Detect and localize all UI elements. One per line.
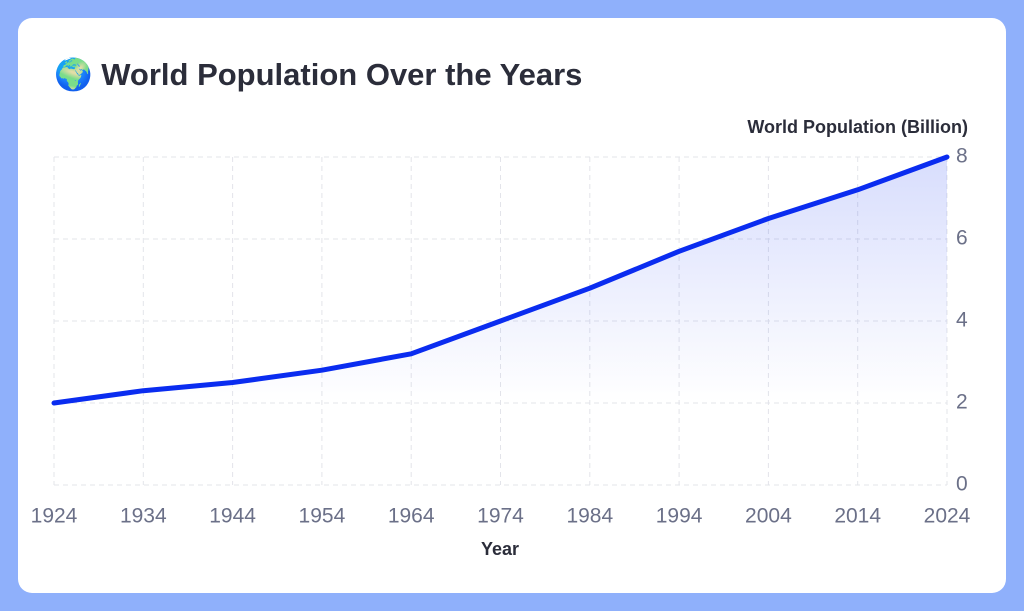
x-tick-label: 1984 bbox=[566, 505, 613, 528]
x-tick-label: 1934 bbox=[120, 505, 167, 528]
y-axis-title: World Population (Billion) bbox=[747, 117, 968, 137]
x-tick-label: 1954 bbox=[299, 505, 346, 528]
y-tick-label: 8 bbox=[956, 145, 968, 168]
chart-title: 🌍 World Population Over the Years bbox=[54, 56, 582, 92]
y-tick-label: 4 bbox=[956, 309, 968, 332]
x-tick-label: 2004 bbox=[745, 505, 792, 528]
y-tick-label: 2 bbox=[956, 391, 968, 414]
x-tick-label: 1974 bbox=[477, 505, 524, 528]
y-tick-label: 0 bbox=[956, 473, 968, 496]
x-tick-label: 2014 bbox=[834, 505, 881, 528]
y-tick-label: 6 bbox=[956, 227, 968, 250]
x-tick-label: 1924 bbox=[31, 505, 78, 528]
x-tick-label: 1964 bbox=[388, 505, 435, 528]
x-tick-label: 1944 bbox=[209, 505, 256, 528]
x-axis-title: Year bbox=[481, 539, 519, 559]
x-tick-label: 2024 bbox=[924, 505, 971, 528]
x-tick-label: 1994 bbox=[656, 505, 703, 528]
line bbox=[51, 154, 950, 406]
